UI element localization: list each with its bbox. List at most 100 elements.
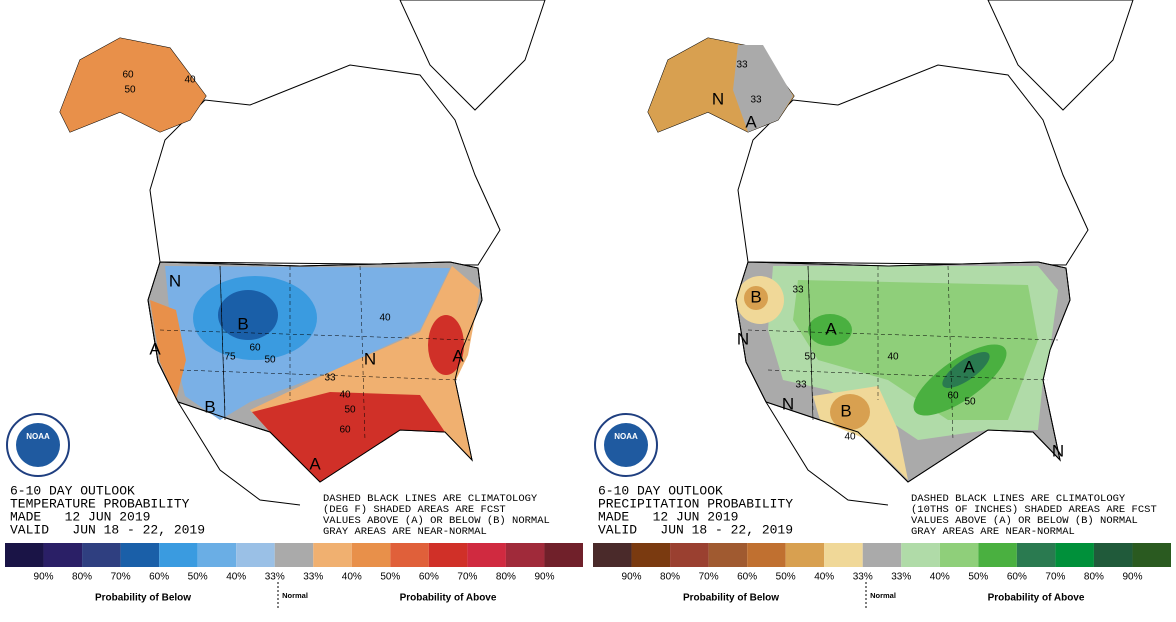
map-label: 33 — [750, 95, 762, 106]
map-label: 75 — [224, 352, 236, 363]
legend-swatch — [351, 543, 391, 567]
legend-swatch — [43, 543, 83, 567]
legend-swatch — [824, 543, 863, 567]
border-line — [359, 265, 366, 441]
legend-label: 50% — [968, 572, 988, 583]
map-label: B — [750, 287, 761, 306]
map-label: N — [1052, 441, 1064, 460]
map-label: A — [825, 319, 837, 338]
legend-label: 80% — [660, 572, 680, 583]
map-label: A — [963, 357, 975, 376]
map-label: 50 — [264, 355, 276, 366]
legend-swatch — [197, 543, 237, 567]
legend-swatch — [544, 543, 583, 567]
legend-swatch — [747, 543, 786, 567]
legend-label: 70% — [699, 572, 719, 583]
forecast-area — [60, 38, 206, 132]
legend-label: 80% — [1084, 572, 1104, 583]
forecast-area — [428, 315, 464, 375]
forecast-area — [744, 286, 768, 310]
map-label: B — [840, 401, 851, 420]
legend-swatch — [1132, 543, 1171, 567]
map-label: A — [745, 112, 757, 131]
legend-label: 90% — [34, 572, 54, 583]
map-label: 60 — [947, 391, 959, 402]
legend-normal: Normal — [870, 591, 896, 600]
outlook-made: MADE 12 JUN 2019 — [598, 509, 738, 524]
legend-label: 90% — [534, 572, 554, 583]
legend-label: 50% — [380, 572, 400, 583]
legend-label: 60% — [149, 572, 169, 583]
legend-swatch — [313, 543, 352, 567]
map-label: 40 — [844, 432, 856, 443]
outlook-subtitle: PRECIPITATION PROBABILITY — [598, 496, 793, 511]
note-line: DASHED BLACK LINES ARE CLIMATOLOGY — [911, 493, 1126, 505]
map-label: A — [149, 339, 161, 358]
legend-swatch — [390, 543, 429, 567]
legend-below: Probability of Below — [683, 593, 779, 604]
map-label: 40 — [184, 75, 196, 86]
map-label: 33 — [324, 373, 336, 384]
map-label: 33 — [792, 285, 804, 296]
legend-swatch — [862, 543, 902, 567]
logo — [604, 423, 648, 467]
canada — [737, 64, 1089, 266]
map-label: 33 — [736, 60, 748, 71]
legend-label: 50% — [188, 572, 208, 583]
map-label: 50 — [124, 85, 136, 96]
legend-label: 33% — [303, 572, 323, 583]
legend-label: 33% — [853, 572, 873, 583]
border-line — [159, 329, 471, 341]
legend-label: 70% — [457, 572, 477, 583]
map-label: 50 — [964, 397, 976, 408]
legend-label: 33% — [891, 572, 911, 583]
legend-swatch — [939, 543, 979, 567]
note-line: (10THS OF INCHES) SHADED AREAS ARE FCST — [911, 504, 1157, 516]
forecast-area — [150, 300, 186, 400]
legend-swatch — [631, 543, 671, 567]
forecast-area — [808, 314, 852, 346]
forecast-area — [830, 394, 870, 430]
legend-label: 40% — [342, 572, 362, 583]
map-label: A — [309, 454, 321, 473]
legend-swatch — [708, 543, 748, 567]
legend-normal: Normal — [282, 591, 308, 600]
legend-label: 60% — [737, 572, 757, 583]
forecast-area — [218, 290, 278, 340]
map-label: B — [237, 314, 248, 333]
legend-label: 60% — [1007, 572, 1027, 583]
logo-text: NOAA — [614, 432, 638, 441]
mexico-coast — [177, 401, 301, 506]
legend-swatch — [593, 543, 632, 567]
greenland — [399, 0, 546, 111]
legend-label: 33% — [265, 572, 285, 583]
legend-swatch — [1055, 543, 1094, 567]
legend-swatch — [901, 543, 940, 567]
legend-swatch — [274, 543, 314, 567]
legend-swatch — [428, 543, 468, 567]
legend-swatch — [1016, 543, 1056, 567]
border-line — [219, 265, 226, 411]
legend-swatch — [1093, 543, 1133, 567]
map-label: 50 — [344, 405, 356, 416]
canada — [149, 64, 501, 266]
legend-label: 70% — [111, 572, 131, 583]
outlook-valid: VALID JUN 18 - 22, 2019 — [10, 522, 205, 537]
map-label: 33 — [795, 380, 807, 391]
legend-below: Probability of Below — [95, 593, 191, 604]
mexico-coast — [765, 401, 889, 506]
forecast-area — [733, 45, 793, 132]
logo-text: NOAA — [26, 432, 50, 441]
legend-swatch — [670, 543, 709, 567]
legend-label: 40% — [814, 572, 834, 583]
note-line: (DEG F) SHADED AREAS ARE FCST — [323, 504, 506, 516]
legend-label: 80% — [496, 572, 516, 583]
outlook-title: 6-10 DAY OUTLOOK — [10, 483, 135, 498]
note-line: GRAY AREAS ARE NEAR-NORMAL — [911, 526, 1075, 538]
legend-label: 40% — [930, 572, 950, 583]
border-line — [747, 329, 1059, 341]
map-label: 60 — [339, 425, 351, 436]
legend-above: Probability of Above — [988, 593, 1085, 604]
legend-swatch — [236, 543, 275, 567]
